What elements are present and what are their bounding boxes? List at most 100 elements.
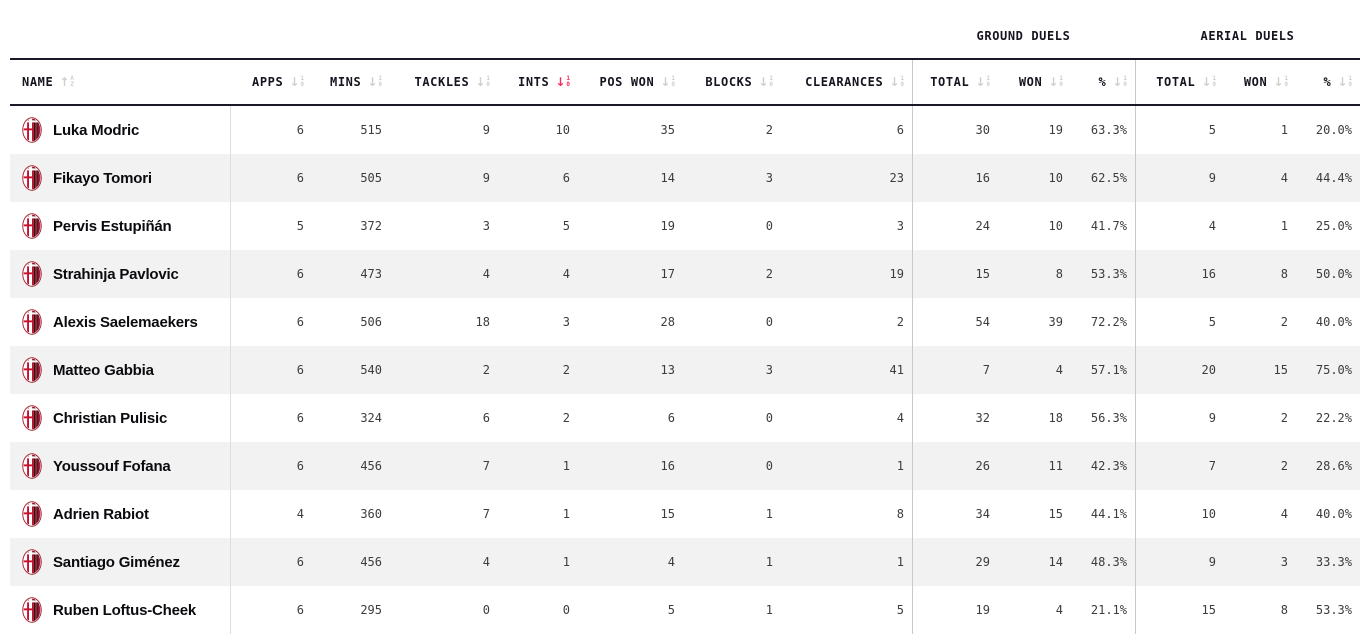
player-cell[interactable]: Fikayo Tomori	[10, 154, 231, 202]
column-header-ad-won[interactable]: WON ↓ 1 0	[1224, 60, 1296, 104]
sort-descending-icon[interactable]: ↓ 1 0	[555, 75, 570, 89]
player-cell[interactable]: Ruben Loftus-Cheek	[10, 586, 231, 634]
player-cell[interactable]: Youssouf Fofana	[10, 442, 231, 490]
sort-descending-icon[interactable]: ↓ 1 0	[1048, 75, 1063, 89]
column-header-ad-pct[interactable]: % ↓ 1 0	[1296, 60, 1360, 104]
ac-milan-crest-icon	[22, 549, 42, 575]
stat-cell-apps: 6	[296, 459, 304, 473]
sort-descending-icon[interactable]: ↓ 1 0	[1201, 75, 1216, 89]
stat-cell-ints: 4	[562, 267, 570, 281]
stat-cell-apps: 6	[296, 603, 304, 617]
stat-cell-gd-pct: 21.1%	[1090, 603, 1127, 617]
stat-cell-gd-pct: 63.3%	[1090, 123, 1127, 137]
column-label-blocks: BLOCKS	[705, 75, 753, 89]
column-header-gd-won[interactable]: WON ↓ 1 0	[998, 60, 1071, 104]
stat-cell-apps: 6	[296, 171, 304, 185]
stat-cell-ad-pct: 50.0%	[1315, 267, 1352, 281]
stat-cell-gd-won: 10	[1048, 171, 1063, 185]
column-label-gd-pct: %	[1098, 75, 1107, 89]
stat-cell-mins: 456	[360, 459, 382, 473]
column-header-tackles[interactable]: TACKLES ↓ 1 0	[390, 60, 498, 104]
ac-milan-crest-icon	[22, 501, 42, 527]
ac-milan-crest-icon	[22, 309, 42, 335]
stat-cell-clearances: 19	[889, 267, 904, 281]
player-cell[interactable]: Alexis Saelemaekers	[10, 298, 231, 346]
column-header-gd-pct[interactable]: % ↓ 1 0	[1071, 60, 1135, 104]
sort-descending-icon[interactable]: ↓ 1 0	[1337, 75, 1352, 89]
table-row: Alexis Saelemaekers 6 506 18 3 28 0 2 54 39 72.2% 5…	[10, 298, 1360, 346]
sort-descending-icon[interactable]: ↓ 1 0	[1112, 75, 1127, 89]
column-header-clearances[interactable]: CLEARANCES ↓ 1 0	[781, 60, 912, 104]
stat-cell-gd-pct: 44.1%	[1090, 507, 1127, 521]
sort-descending-icon[interactable]: ↓ 1 0	[889, 75, 904, 89]
stat-cell-blocks: 1	[765, 603, 773, 617]
stat-cell-tackles: 3	[482, 219, 490, 233]
stat-cell-mins: 505	[360, 171, 382, 185]
group-header-ground-duels: GROUND DUELS	[976, 29, 1071, 43]
stat-cell-tackles: 4	[482, 555, 490, 569]
sort-descending-icon[interactable]: ↓ 1 0	[367, 75, 382, 89]
table-row: Christian Pulisic 6 324 6 2 6 0 4 32 18 56.3% 9 2 22.…	[10, 394, 1360, 442]
column-header-ints[interactable]: INTS ↓ 1 0	[498, 60, 578, 104]
column-label-ad-won: WON	[1243, 75, 1268, 89]
player-cell[interactable]: Pervis Estupiñán	[10, 202, 231, 250]
stat-cell-pos-won: 14	[660, 171, 675, 185]
stat-cell-gd-won: 11	[1048, 459, 1063, 473]
table-row: Santiago Giménez 6 456 4 1 4 1 1 29 14 48.3% 9 3 33.3…	[10, 538, 1360, 586]
stat-cell-ad-pct: 75.0%	[1315, 363, 1352, 377]
stat-cell-tackles: 2	[482, 363, 490, 377]
stat-cell-pos-won: 17	[660, 267, 675, 281]
stat-cell-mins: 295	[360, 603, 382, 617]
player-cell[interactable]: Luka Modric	[10, 106, 231, 154]
stat-cell-gd-total: 32	[912, 394, 998, 442]
stat-cell-ad-pct: 40.0%	[1315, 315, 1352, 329]
stat-cell-apps: 6	[296, 267, 304, 281]
player-cell[interactable]: Adrien Rabiot	[10, 490, 231, 538]
stat-cell-tackles: 9	[482, 171, 490, 185]
stat-cell-pos-won: 6	[667, 411, 675, 425]
stat-cell-clearances: 8	[896, 507, 904, 521]
column-header-pos-won[interactable]: POS WON ↓ 1 0	[578, 60, 683, 104]
stat-cell-ad-total: 10	[1135, 490, 1224, 538]
stat-cell-ad-total: 4	[1135, 202, 1224, 250]
column-header-name[interactable]: NAME ↑ A Z	[10, 60, 231, 104]
sort-descending-icon[interactable]: ↓ 1 0	[1273, 75, 1288, 89]
player-cell[interactable]: Christian Pulisic	[10, 394, 231, 442]
stat-cell-ints: 2	[562, 363, 570, 377]
ac-milan-crest-icon	[22, 213, 42, 239]
player-cell[interactable]: Santiago Giménez	[10, 538, 231, 586]
sort-descending-icon[interactable]: ↓ 1 0	[289, 75, 304, 89]
stat-cell-ad-total: 9	[1135, 538, 1224, 586]
player-name: Pervis Estupiñán	[53, 217, 172, 235]
player-name: Fikayo Tomori	[53, 169, 152, 187]
group-header-aerial-duels: AERIAL DUELS	[1200, 29, 1295, 43]
column-header-ad-total[interactable]: TOTAL ↓ 1 0	[1135, 60, 1224, 104]
stat-cell-gd-pct: 41.7%	[1090, 219, 1127, 233]
sort-descending-icon[interactable]: ↓ 1 0	[475, 75, 490, 89]
column-header-gd-total[interactable]: TOTAL ↓ 1 0	[912, 60, 998, 104]
stat-cell-mins: 456	[360, 555, 382, 569]
sort-alphabetical-icon[interactable]: ↑ A Z	[59, 75, 74, 89]
sort-descending-icon[interactable]: ↓ 1 0	[758, 75, 773, 89]
stat-cell-gd-total: 54	[912, 298, 998, 346]
sort-descending-icon[interactable]: ↓ 1 0	[660, 75, 675, 89]
stat-cell-ad-pct: 28.6%	[1315, 459, 1352, 473]
stat-cell-ad-total: 5	[1135, 106, 1224, 154]
stat-cell-tackles: 18	[475, 315, 490, 329]
stat-cell-clearances: 2	[896, 315, 904, 329]
column-header-blocks[interactable]: BLOCKS ↓ 1 0	[683, 60, 781, 104]
stat-cell-gd-won: 4	[1055, 603, 1063, 617]
column-header-apps[interactable]: APPS ↓ 1 0	[231, 60, 312, 104]
stat-cell-gd-total: 19	[912, 586, 998, 634]
stat-cell-pos-won: 13	[660, 363, 675, 377]
ac-milan-crest-icon	[22, 261, 42, 287]
sort-descending-icon[interactable]: ↓ 1 0	[975, 75, 990, 89]
stat-cell-blocks: 0	[765, 459, 773, 473]
player-cell[interactable]: Strahinja Pavlovic	[10, 250, 231, 298]
column-header-mins[interactable]: MINS ↓ 1 0	[312, 60, 390, 104]
column-label-gd-total: TOTAL	[930, 75, 970, 89]
player-name: Youssouf Fofana	[53, 457, 171, 475]
stat-cell-apps: 6	[296, 315, 304, 329]
player-cell[interactable]: Matteo Gabbia	[10, 346, 231, 394]
stat-cell-mins: 360	[360, 507, 382, 521]
